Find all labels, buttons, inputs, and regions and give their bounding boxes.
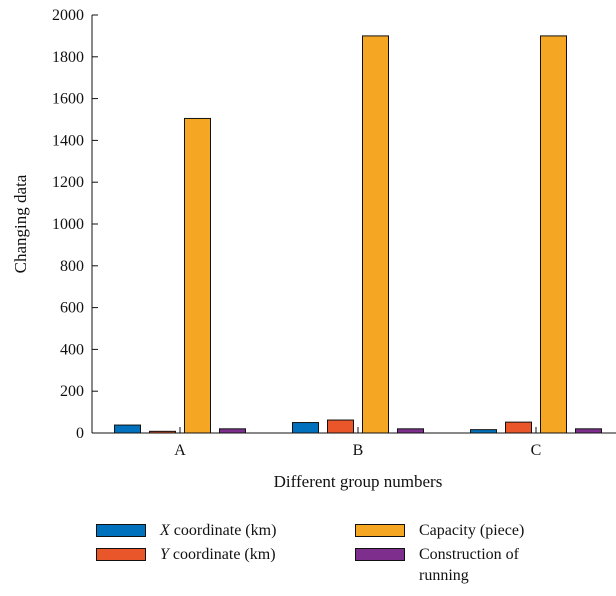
x-tick-label: A — [174, 442, 186, 459]
y-tick-label: 200 — [60, 383, 84, 400]
bar — [397, 428, 424, 434]
legend-label: Construction of running — [419, 546, 519, 584]
x-tick-label: C — [531, 442, 542, 459]
x-axis-label: Different group numbers — [274, 472, 443, 491]
axes: 0 200 400 600 800 1000 1200 1400 1600 1800 2000 A B C — [52, 7, 616, 459]
bar — [505, 421, 532, 434]
y-tick-label: 1400 — [52, 132, 84, 149]
legend-swatch — [96, 524, 146, 537]
bar — [327, 419, 354, 434]
bar — [114, 424, 141, 434]
y-tick-label: 1000 — [52, 216, 84, 233]
y-tick-label: 800 — [60, 258, 84, 275]
y-tick-label: 0 — [76, 425, 84, 442]
bar — [362, 35, 389, 434]
y-tick-label: 400 — [60, 341, 84, 358]
y-tick-label: 2000 — [52, 7, 84, 24]
legend-item-capacity: Capacity (piece) — [355, 520, 575, 541]
legend-label: Capacity (piece) — [419, 522, 525, 539]
y-tick-label: 1200 — [52, 174, 84, 191]
legend-swatch — [96, 548, 146, 561]
bar — [540, 35, 567, 434]
y-tick-label: 600 — [60, 300, 84, 317]
legend-item-y-coordinate: Y coordinate (km) — [96, 544, 326, 565]
y-tick-label: 1800 — [52, 49, 84, 66]
legend-swatch — [355, 524, 405, 537]
legend-label: X coordinate (km) — [160, 522, 277, 539]
legend-item-x-coordinate: X coordinate (km) — [96, 520, 326, 541]
legend-label: Y coordinate (km) — [160, 546, 276, 563]
y-axis-label: Changing data — [11, 174, 30, 273]
bar — [575, 428, 602, 434]
x-tick-label: B — [353, 442, 364, 459]
bar — [470, 429, 497, 434]
bar — [149, 430, 176, 434]
bars — [114, 35, 602, 434]
bar — [292, 422, 319, 434]
bar — [219, 428, 246, 434]
bar — [184, 117, 211, 434]
legend-swatch — [355, 548, 405, 561]
legend-item-construction: Construction of running — [355, 544, 575, 586]
y-tick-label: 1600 — [52, 91, 84, 108]
